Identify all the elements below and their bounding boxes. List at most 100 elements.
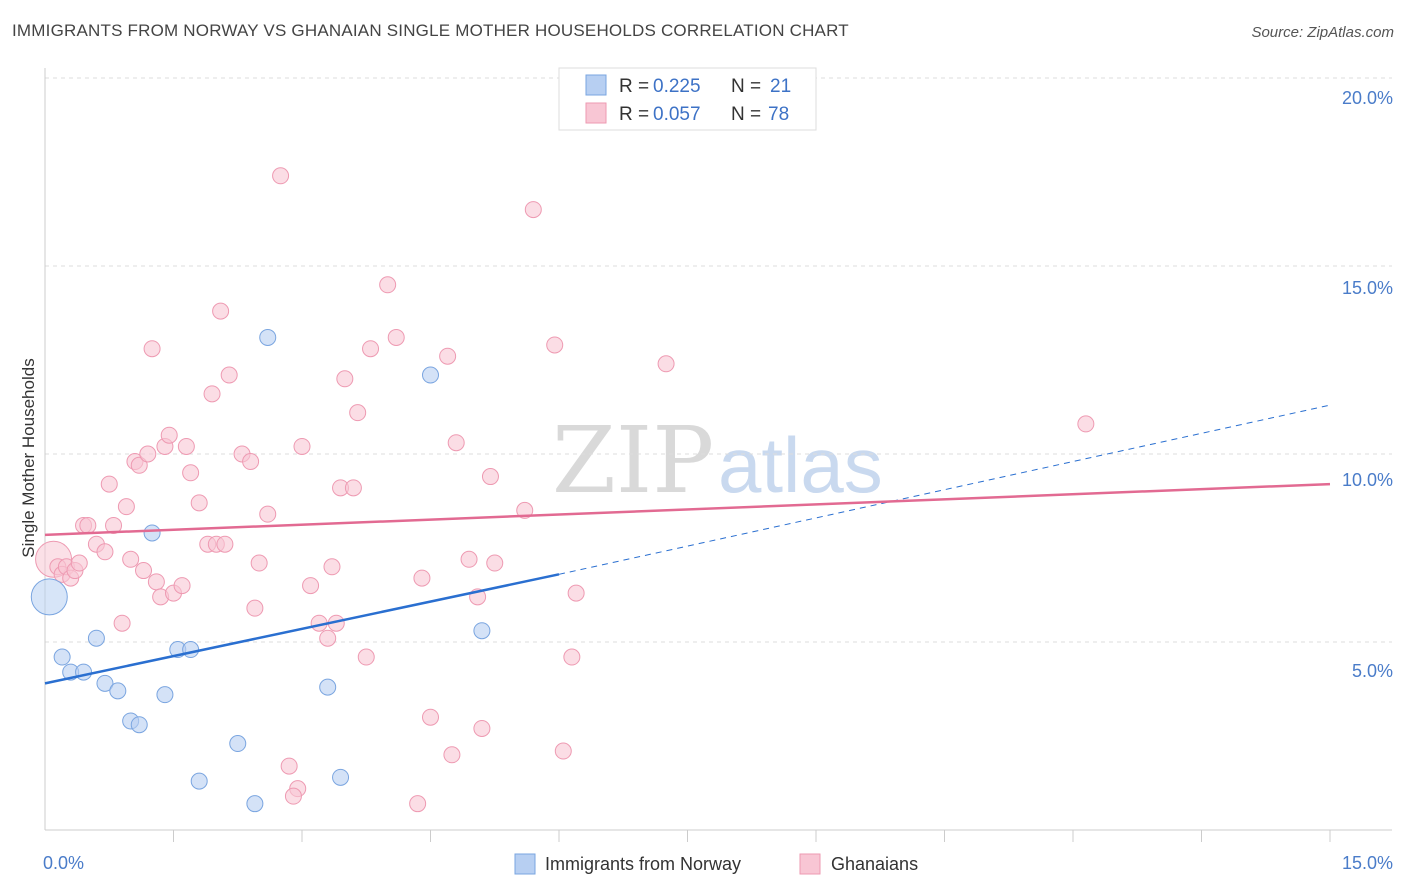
norway-points — [30, 328, 491, 813]
watermark: ZIP atlas — [552, 407, 883, 514]
norway-point-12 — [182, 641, 200, 659]
norway-point-9 — [143, 524, 161, 542]
ghanaians-point-48 — [319, 629, 337, 647]
norway-point-17 — [319, 678, 337, 696]
gridlines — [45, 77, 1392, 643]
stats-legend: R = 0.225 N = 21 R = 0.057 N = 78 — [558, 67, 817, 131]
ghanaians-point-26 — [173, 577, 191, 595]
ghanaians-point-27 — [177, 437, 195, 455]
ghanaians-point-31 — [203, 385, 221, 403]
norway-point-10 — [156, 686, 174, 704]
legend-n-label-ghanaians: N = — [731, 104, 761, 125]
x-tick-label-min: 0.0% — [43, 853, 84, 873]
y-tick-label-15: 15.0% — [1342, 278, 1393, 298]
legend-swatch-norway — [585, 74, 607, 96]
ghanaians-trend-line — [44, 482, 1331, 537]
ghanaians-point-11 — [100, 475, 118, 493]
ghanaians-point-28 — [182, 464, 200, 482]
bottom-legend-label-ghanaians: Ghanaians — [831, 854, 918, 874]
norway-point-1 — [53, 648, 71, 666]
watermark-zip: ZIP — [552, 407, 714, 514]
ghanaians-point-59 — [409, 795, 427, 813]
ghanaians-point-71 — [524, 201, 542, 219]
norway-point-6 — [109, 682, 127, 700]
norway-point-19 — [422, 366, 439, 384]
ghanaians-point-58 — [387, 328, 405, 346]
ghanaians-point-61 — [422, 708, 439, 726]
ghanaians-point-73 — [554, 742, 572, 760]
ghanaians-point-10 — [96, 543, 114, 561]
ghanaians-point-72 — [546, 336, 564, 354]
ghanaians-point-67 — [473, 719, 491, 737]
ghanaians-point-15 — [122, 550, 140, 568]
ghanaians-point-41 — [272, 167, 290, 185]
ghanaians-point-70 — [516, 501, 534, 519]
ghanaians-point-60 — [413, 569, 431, 587]
ghanaians-point-13 — [113, 614, 131, 632]
ghanaians-point-53 — [344, 479, 362, 497]
norway-point-14 — [229, 735, 247, 753]
bottom-legend-swatch-ghanaians — [799, 853, 821, 875]
legend-n-value-norway: 21 — [770, 76, 791, 97]
norway-trend-line — [44, 573, 560, 685]
chart-title: IMMIGRANTS FROM NORWAY VS GHANAIAN SINGL… — [12, 21, 849, 40]
series-legend: Immigrants from Norway Ghanaians — [514, 853, 918, 875]
norway-point-3 — [75, 663, 93, 681]
norway-point-4 — [87, 629, 105, 647]
ghanaians-point-46 — [302, 577, 320, 595]
legend-r-label-norway: R = — [619, 76, 649, 97]
norway-point-8 — [130, 716, 148, 734]
ghanaians-point-42 — [280, 757, 298, 775]
ghanaians-point-56 — [362, 340, 380, 358]
ghanaians-point-18 — [135, 562, 153, 580]
ghanaians-point-75 — [567, 584, 585, 602]
ghanaians-point-45 — [293, 437, 311, 455]
legend-n-label-norway: N = — [731, 76, 761, 97]
ghanaians-point-20 — [143, 340, 161, 358]
ghanaians-point-29 — [190, 494, 208, 512]
ghanaians-point-14 — [117, 498, 135, 516]
norway-point-15 — [246, 795, 264, 813]
y-tick-label-5: 5.0% — [1352, 661, 1393, 681]
legend-n-value-ghanaians: 78 — [768, 104, 789, 125]
ghanaians-point-76 — [657, 355, 675, 373]
norway-point-16 — [259, 328, 277, 346]
watermark-atlas: atlas — [718, 421, 883, 509]
y-tick-labels: 5.0% 10.0% 15.0% 20.0% — [1342, 88, 1393, 681]
ghanaians-point-52 — [336, 370, 354, 388]
norway-point-18 — [332, 768, 350, 786]
ghanaians-point-55 — [357, 648, 375, 666]
legend-r-label-ghanaians: R = — [619, 104, 649, 125]
ghanaians-point-17 — [130, 456, 148, 474]
ghanaians-point-19 — [139, 445, 157, 463]
bottom-legend-swatch-norway — [514, 853, 536, 875]
ghanaians-point-44 — [284, 787, 302, 805]
ghanaians-point-54 — [349, 404, 367, 422]
ghanaians-point-62 — [439, 347, 457, 365]
ghanaians-point-63 — [443, 746, 461, 764]
ghanaians-point-37 — [242, 453, 260, 471]
ghanaians-point-24 — [160, 426, 178, 444]
y-tick-label-10: 10.0% — [1342, 470, 1393, 490]
norway-point-13 — [190, 772, 208, 790]
ghanaians-point-68 — [481, 468, 499, 486]
y-tick-label-20: 20.0% — [1342, 88, 1393, 108]
ghanaians-point-33 — [212, 302, 230, 320]
ghanaians-point-77 — [1077, 415, 1095, 433]
ghanaians-point-21 — [147, 573, 165, 591]
ghanaians-point-12 — [105, 516, 123, 534]
norway-point-5 — [96, 674, 114, 692]
trend-lines — [44, 404, 1331, 685]
x-tick-label-max: 15.0% — [1342, 853, 1393, 873]
legend-r-value-norway: 0.225 — [653, 76, 701, 97]
legend-swatch-ghanaians — [585, 102, 607, 124]
ghanaians-point-64 — [447, 434, 465, 452]
y-axis-title: Single Mother Households — [19, 358, 38, 557]
legend-r-value-ghanaians: 0.057 — [653, 104, 701, 125]
ghanaians-point-6 — [70, 554, 88, 572]
ghanaians-point-34 — [216, 535, 234, 553]
ghanaians-point-35 — [220, 366, 238, 384]
x-axis-ticks — [173, 830, 1331, 842]
ghanaians-point-49 — [323, 558, 341, 576]
